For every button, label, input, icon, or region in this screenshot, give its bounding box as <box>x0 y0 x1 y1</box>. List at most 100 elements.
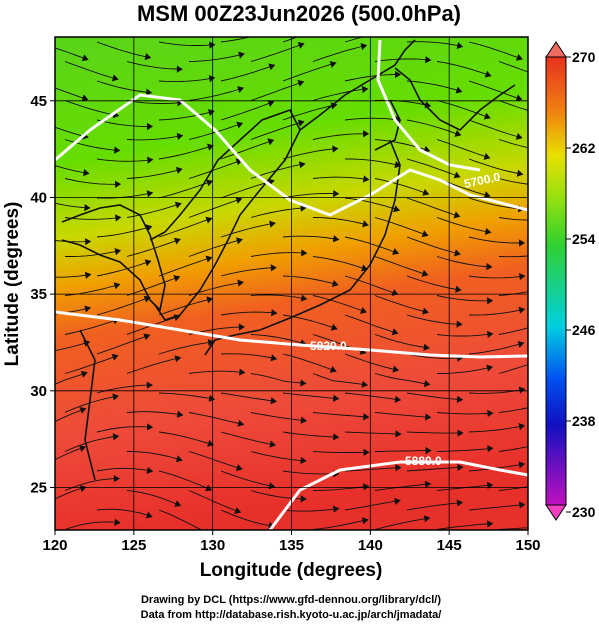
streamline <box>220 139 274 160</box>
streamline-arrow <box>332 505 340 513</box>
x-tick-label: 140 <box>358 537 383 554</box>
streamline <box>344 314 399 334</box>
streamline-arrow <box>421 230 429 238</box>
streamline-arrow <box>83 169 90 177</box>
streamline-arrow <box>268 63 276 71</box>
streamline <box>158 256 212 277</box>
streamline-arrow <box>174 500 182 507</box>
streamline-arrow <box>487 445 494 453</box>
streamline-arrow <box>267 138 275 146</box>
streamline <box>126 202 182 218</box>
streamline-arrow <box>422 188 430 196</box>
streamline-arrow <box>483 191 491 199</box>
streamline <box>468 503 525 511</box>
streamline-arrow <box>206 296 214 304</box>
streamline <box>282 431 339 438</box>
streamline <box>374 517 430 530</box>
streamline-arrow <box>79 485 87 493</box>
streamline-arrow <box>393 205 401 213</box>
streamline-arrow <box>297 119 305 127</box>
streamline <box>96 41 151 59</box>
streamline <box>188 451 243 470</box>
streamline <box>345 158 401 167</box>
streamline <box>96 119 153 127</box>
streamline <box>220 353 277 360</box>
streamline-arrow <box>81 94 89 102</box>
streamline <box>344 500 401 511</box>
streamline-arrow <box>423 145 431 153</box>
streamline-arrow <box>205 216 213 224</box>
streamline-arrow <box>173 237 181 245</box>
y-tick-label: 35 <box>30 286 47 303</box>
streamline <box>374 334 430 349</box>
streamline <box>158 392 215 400</box>
streamline-arrow <box>114 180 122 188</box>
streamline-arrow <box>270 397 277 405</box>
streamline <box>188 370 245 374</box>
streamline-arrow <box>329 60 337 68</box>
streamline-arrow <box>332 394 340 402</box>
streamline-arrow <box>176 65 183 73</box>
streamline <box>250 451 307 462</box>
y-tick-label: 25 <box>30 479 47 496</box>
streamline <box>282 275 339 286</box>
streamline <box>468 425 525 433</box>
streamline-arrow <box>234 549 240 555</box>
streamline-arrow <box>424 480 432 488</box>
streamline <box>55 87 88 101</box>
streamline <box>406 80 462 93</box>
streamline-arrow <box>486 330 494 338</box>
streamline-arrow <box>515 132 523 140</box>
streamline-arrow <box>455 285 462 293</box>
colorbar-label: 262 <box>572 140 596 156</box>
streamline <box>344 392 401 401</box>
streamline-arrow <box>361 517 369 525</box>
streamline <box>64 435 119 452</box>
streamline <box>468 275 525 279</box>
streamline-arrow <box>362 220 369 228</box>
streamline <box>344 466 401 472</box>
streamline <box>188 159 243 179</box>
streamline-arrow <box>331 280 339 288</box>
contour-label: 5820.0 <box>310 339 347 353</box>
streamline <box>468 342 524 355</box>
x-tick-label: 150 <box>515 537 540 554</box>
streamline-arrow <box>300 294 308 302</box>
colorbar-label: 270 <box>572 49 596 65</box>
streamline <box>406 197 460 217</box>
streamline <box>374 483 431 491</box>
streamline <box>250 294 307 300</box>
streamline-arrow <box>79 406 87 414</box>
chart-title: MSM 00Z23Jun2026 (500.0hPa) <box>137 1 461 26</box>
x-tick-label: 125 <box>121 537 146 554</box>
streamline <box>498 139 528 149</box>
streamline-arrow <box>362 175 370 183</box>
streamline <box>344 197 400 211</box>
streamline <box>282 392 339 400</box>
streamline-arrow <box>146 466 154 474</box>
streamline-arrow <box>270 29 276 35</box>
streamline <box>374 412 431 418</box>
streamline <box>126 451 183 461</box>
streamline <box>282 235 339 241</box>
streamline <box>374 217 429 237</box>
streamline-arrow <box>515 53 523 61</box>
streamline <box>158 217 212 238</box>
streamline-arrow <box>486 364 494 372</box>
contour <box>55 39 528 530</box>
streamline <box>374 178 429 195</box>
streamline <box>64 61 119 80</box>
streamline <box>406 314 463 325</box>
streamline-arrow <box>114 248 122 256</box>
streamline-arrow <box>486 481 494 490</box>
streamline <box>55 274 91 278</box>
streamline-arrow <box>173 546 179 551</box>
streamline-arrow <box>456 499 464 507</box>
streamline <box>126 276 180 296</box>
streamline-arrow <box>147 122 154 131</box>
streamline <box>436 447 493 452</box>
streamline <box>406 119 461 136</box>
y-axis-label: Latitude (degrees) <box>2 202 23 367</box>
streamline <box>64 318 119 335</box>
